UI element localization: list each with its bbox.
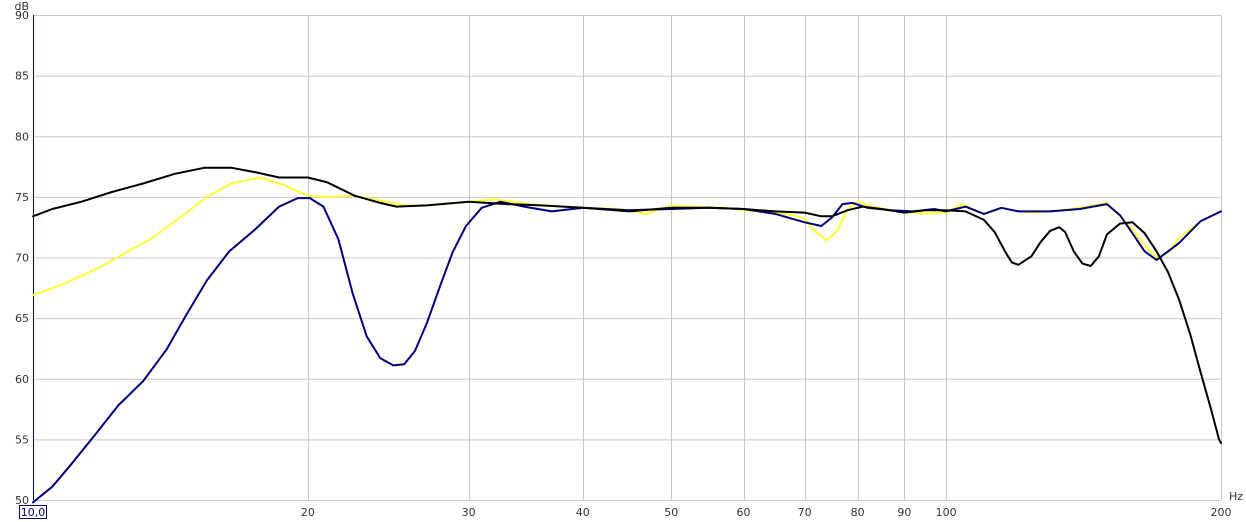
y-unit-label: dB	[14, 0, 29, 13]
y-tick-label-65: 65	[15, 312, 29, 325]
series-group	[32, 166, 1222, 504]
y-tick-label-80: 80	[15, 130, 29, 143]
x-tick-label-70: 70	[798, 506, 812, 519]
y-tick-label-50: 50	[15, 494, 29, 507]
series-line-2	[32, 197, 1222, 504]
x-tick-label-60: 60	[737, 506, 751, 519]
y-tick-label-70: 70	[15, 252, 29, 265]
x-tick-label-30: 30	[462, 506, 476, 519]
x-tick-label-90: 90	[897, 506, 911, 519]
x-min-label-box: 10,0	[19, 505, 47, 519]
x-tick-label-80: 80	[851, 506, 865, 519]
x-min-label-frame	[19, 505, 47, 519]
x-tick-label-20: 20	[301, 506, 315, 519]
x-min-label: 10,0	[21, 506, 46, 519]
grid	[33, 15, 1222, 501]
x-tick-label-200: 200	[1211, 506, 1232, 519]
x-tick-label-100: 100	[936, 506, 957, 519]
x-tick-label-40: 40	[576, 506, 590, 519]
y-tick-label-60: 60	[15, 373, 29, 386]
x-tick-label-50: 50	[664, 506, 678, 519]
y-tick-label-75: 75	[15, 191, 29, 204]
y-tick-label-90: 90	[15, 9, 29, 22]
axis-labels: 50 55 60 65 70 75 80 85 90 20 30 40 50 60 70 80 90 100 200…	[14, 0, 1243, 519]
y-tick-label-55: 55	[15, 433, 29, 446]
series-line-1	[32, 176, 1222, 297]
x-unit-label: Hz	[1229, 490, 1243, 503]
series-line-3	[32, 166, 1222, 444]
y-tick-label-85: 85	[15, 70, 29, 83]
